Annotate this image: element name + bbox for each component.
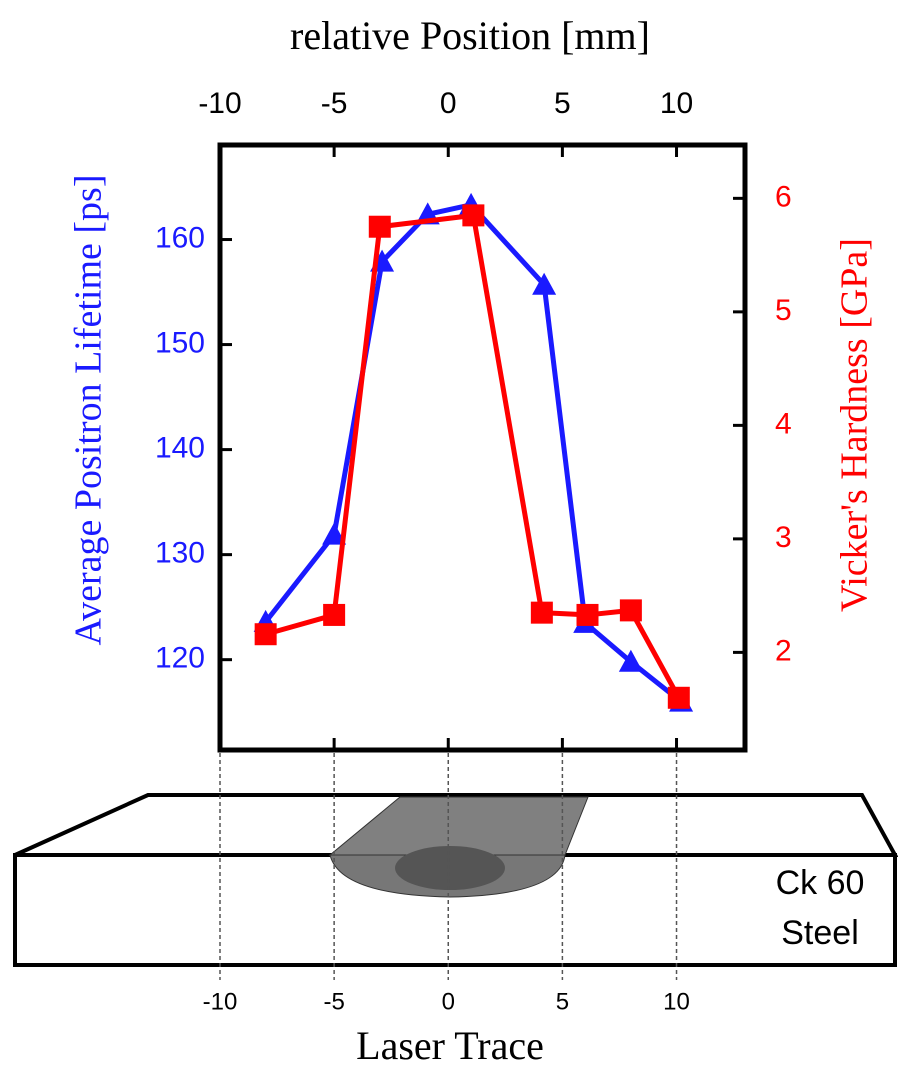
bottom-tick-label: 10 (663, 988, 690, 1015)
square-marker (462, 204, 485, 227)
square-marker (254, 623, 277, 646)
y-tick-label: 130 (155, 537, 205, 570)
y2-tick-label: 4 (775, 407, 792, 440)
y-tick-label: 160 (155, 221, 205, 254)
y2-axis-label: Vicker's Hardness [GPa] (834, 238, 876, 612)
triangle-marker (618, 649, 643, 672)
square-marker (323, 603, 346, 626)
triangle-marker (532, 272, 557, 295)
x-tick-label: -10 (198, 87, 241, 120)
y2-tick-label: 6 (775, 180, 792, 213)
square-marker (530, 601, 553, 624)
bottom-tick-label: -10 (203, 988, 238, 1015)
bottom-tick-label: 5 (556, 988, 569, 1015)
y-tick-label: 150 (155, 326, 205, 359)
y2-tick-label: 5 (775, 294, 792, 327)
bottom-tick-label: -5 (323, 988, 344, 1015)
x-tick-label: 0 (440, 87, 457, 120)
bottom-axis-label: Laser Trace (356, 1023, 544, 1068)
triangle-marker (322, 522, 347, 545)
square-marker (368, 215, 391, 238)
x-tick-label: -5 (321, 87, 348, 120)
square-marker (667, 686, 690, 709)
chart-title: relative Position [mm] (290, 13, 650, 58)
sample-label: Ck 60 (776, 864, 865, 902)
x-tick-label: 5 (554, 87, 571, 120)
plot-frame (217, 142, 748, 753)
square-marker (576, 603, 599, 626)
square-marker (619, 599, 642, 622)
y2-tick-label: 2 (775, 634, 792, 667)
hardened-core (395, 846, 505, 890)
x-tick-label: 10 (660, 87, 693, 120)
y-axis-label: Average Positron Lifetime [ps] (68, 175, 110, 646)
bottom-tick-label: 0 (442, 988, 455, 1015)
y2-tick-label: 3 (775, 521, 792, 554)
series-line (263, 202, 683, 704)
sample-label: Steel (781, 914, 859, 952)
y-tick-label: 120 (155, 642, 205, 675)
y-tick-label: 140 (155, 432, 205, 465)
